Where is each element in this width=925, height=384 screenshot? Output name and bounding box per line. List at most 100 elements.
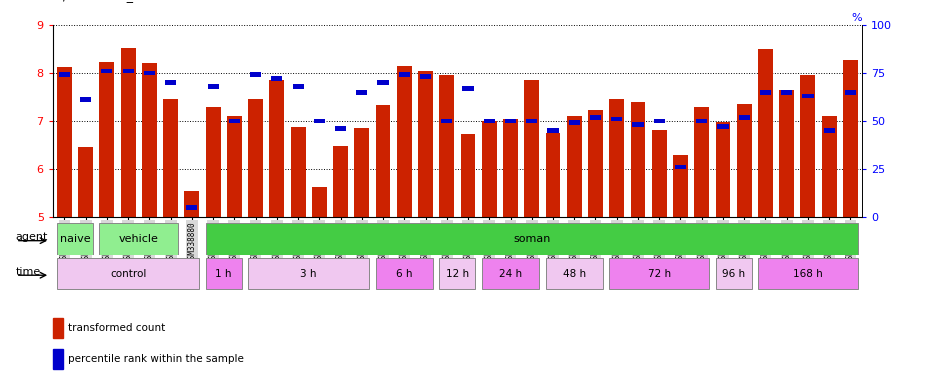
Bar [652, 130, 667, 217]
Bar [758, 49, 773, 217]
Text: transformed count: transformed count [68, 323, 165, 333]
Bar [397, 66, 412, 217]
Text: 24 h: 24 h [499, 268, 522, 279]
Bar [184, 190, 199, 217]
Text: 48 h: 48 h [562, 268, 586, 279]
Bar [759, 90, 771, 94]
Bar [163, 99, 178, 217]
Bar [250, 73, 261, 77]
Bar [718, 124, 729, 129]
Bar [53, 349, 63, 369]
Bar [845, 90, 856, 94]
Bar [356, 90, 367, 94]
Bar [524, 80, 539, 217]
Bar [335, 126, 346, 131]
Text: vehicle: vehicle [118, 234, 159, 244]
Bar [739, 115, 750, 119]
Bar [57, 67, 72, 217]
Bar [441, 119, 452, 123]
Text: 96 h: 96 h [722, 268, 746, 279]
Bar [377, 80, 388, 85]
Bar [205, 258, 241, 289]
Text: 12 h: 12 h [446, 268, 469, 279]
Bar [354, 128, 369, 217]
Bar [376, 105, 390, 217]
Bar [59, 73, 70, 77]
Bar [716, 122, 731, 217]
Bar [420, 74, 431, 79]
Bar [207, 84, 218, 89]
Bar [100, 223, 178, 255]
Bar [205, 107, 220, 217]
Bar [654, 119, 665, 123]
Bar [505, 119, 516, 123]
Bar [376, 258, 433, 289]
Bar [716, 258, 752, 289]
Bar [80, 98, 92, 102]
Bar [228, 119, 240, 123]
Bar [142, 63, 157, 217]
Bar [271, 76, 282, 81]
Bar [588, 111, 603, 217]
Bar [439, 258, 475, 289]
Bar [248, 99, 263, 217]
Bar [79, 147, 93, 217]
Text: 6 h: 6 h [396, 268, 413, 279]
Bar [546, 133, 561, 217]
Bar [482, 258, 539, 289]
Bar [100, 62, 115, 217]
Text: time: time [16, 267, 41, 277]
Bar [57, 258, 199, 289]
Bar [526, 119, 537, 123]
Bar [800, 75, 815, 217]
Bar [737, 104, 752, 217]
Text: %: % [852, 13, 862, 23]
Bar [546, 258, 603, 289]
Bar [290, 127, 305, 217]
Bar [548, 128, 559, 133]
Bar [484, 119, 495, 123]
Bar [165, 80, 176, 85]
Text: GDS4940 / 1395157_at: GDS4940 / 1395157_at [0, 0, 145, 2]
Bar [697, 119, 708, 123]
Bar [802, 94, 813, 98]
Bar [248, 258, 369, 289]
Bar [503, 119, 518, 217]
Bar [673, 155, 688, 217]
Bar [123, 69, 134, 73]
Bar [567, 116, 582, 217]
Bar [269, 80, 284, 217]
Bar [333, 146, 348, 217]
Text: 72 h: 72 h [648, 268, 671, 279]
Text: 1 h: 1 h [216, 268, 232, 279]
Bar [821, 116, 836, 217]
Bar [779, 90, 795, 217]
Text: soman: soman [513, 234, 550, 244]
Bar [439, 75, 454, 217]
Bar [461, 134, 475, 217]
Bar [57, 223, 93, 255]
Text: 3 h: 3 h [301, 268, 317, 279]
Bar [633, 122, 644, 127]
Text: control: control [110, 268, 146, 279]
Bar [610, 258, 709, 289]
Bar [292, 84, 303, 89]
Text: agent: agent [16, 232, 48, 242]
Bar [53, 318, 63, 338]
Bar [418, 71, 433, 217]
Bar [462, 86, 474, 91]
Bar [227, 116, 241, 217]
Bar [610, 99, 624, 217]
Bar [695, 107, 709, 217]
Text: naive: naive [60, 234, 91, 244]
Bar [781, 90, 792, 94]
Bar [590, 115, 601, 119]
Bar [314, 119, 325, 123]
Bar [758, 258, 857, 289]
Bar [675, 165, 686, 169]
Bar [143, 71, 155, 75]
Bar [205, 223, 857, 255]
Bar [611, 117, 623, 121]
Bar [120, 48, 136, 217]
Bar [312, 187, 327, 217]
